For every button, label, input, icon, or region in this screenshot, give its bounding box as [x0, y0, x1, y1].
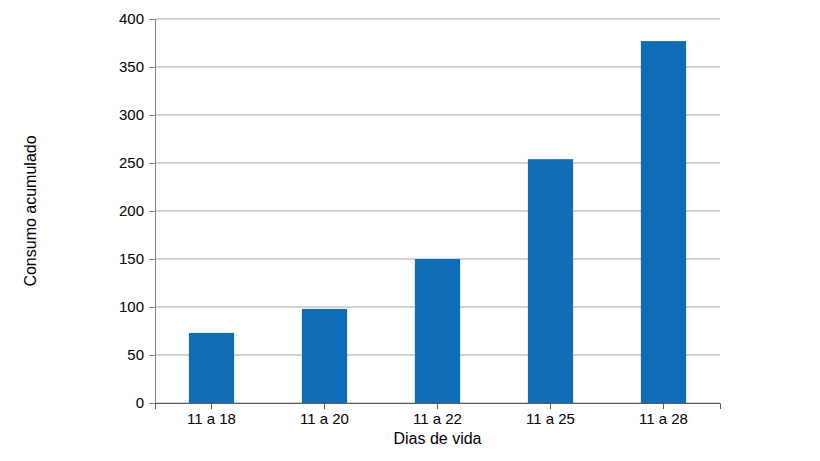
bar [641, 41, 686, 403]
bar [415, 259, 460, 403]
y-tick-mark [149, 355, 155, 356]
y-tick: 200 [119, 202, 155, 219]
y-axis-line [149, 20, 156, 404]
y-tick-label: 0 [136, 394, 144, 411]
x-axis-line [156, 404, 721, 410]
y-tick: 0 [136, 394, 155, 411]
y-tick-label: 350 [119, 58, 144, 75]
grid-line [155, 163, 720, 164]
bar [528, 159, 573, 403]
y-tick-mark [149, 163, 155, 164]
y-axis-title: Consumo acumulado [22, 135, 39, 286]
y-tick: 100 [119, 298, 155, 315]
grid-line [155, 115, 720, 116]
x-tick: 11 a 22 [413, 403, 462, 427]
x-tick-mark [550, 403, 551, 409]
chart: 05010015020025030035040011 a 1811 a 2011… [0, 0, 820, 461]
grid-line [155, 211, 720, 212]
x-tick: 11 a 20 [300, 403, 349, 427]
y-tick-label: 250 [119, 154, 144, 171]
x-tick: 11 a 18 [187, 403, 236, 427]
y-tick-mark [149, 307, 155, 308]
y-tick: 350 [119, 58, 155, 75]
y-tick-mark [149, 259, 155, 260]
y-tick-mark [149, 19, 155, 20]
x-tick-mark [211, 403, 212, 409]
x-tick-mark [663, 403, 664, 409]
x-tick-label: 11 a 20 [300, 410, 349, 427]
bars [189, 41, 686, 403]
bar [189, 333, 234, 403]
x-tick-label: 11 a 25 [526, 410, 575, 427]
y-tick: 250 [119, 154, 155, 171]
plot: 05010015020025030035040011 a 1811 a 2011… [119, 10, 721, 426]
y-tick-label: 300 [119, 106, 144, 123]
grid-line [155, 67, 720, 68]
y-tick: 150 [119, 250, 155, 267]
y-tick: 400 [119, 10, 155, 27]
y-tick-mark [149, 67, 155, 68]
grid-line [155, 19, 720, 20]
y-tick-mark [149, 115, 155, 116]
x-tick-label: 11 a 18 [187, 410, 236, 427]
y-tick: 300 [119, 106, 155, 123]
x-axis-title: Dias de vida [393, 430, 481, 447]
y-tick: 50 [127, 346, 155, 363]
y-tick-label: 50 [127, 346, 144, 363]
y-tick-mark [149, 211, 155, 212]
y-tick-label: 100 [119, 298, 144, 315]
y-tick-mark [149, 403, 155, 404]
y-axis: 0 50 100 150 200 250 300 350 400 [119, 10, 156, 411]
x-tick: 11 a 25 [526, 403, 575, 427]
x-tick: 11 a 28 [639, 403, 688, 427]
grid [155, 19, 720, 403]
x-tick-label: 11 a 22 [413, 410, 462, 427]
y-tick-label: 400 [119, 10, 144, 27]
x-tick-mark [324, 403, 325, 409]
x-tick-mark [437, 403, 438, 409]
y-tick-label: 200 [119, 202, 144, 219]
x-axis: 11 a 18 11 a 20 11 a 22 11 a 25 11 a 28 [156, 403, 721, 427]
bar [302, 309, 347, 403]
y-tick-label: 150 [119, 250, 144, 267]
x-tick-label: 11 a 28 [639, 410, 688, 427]
